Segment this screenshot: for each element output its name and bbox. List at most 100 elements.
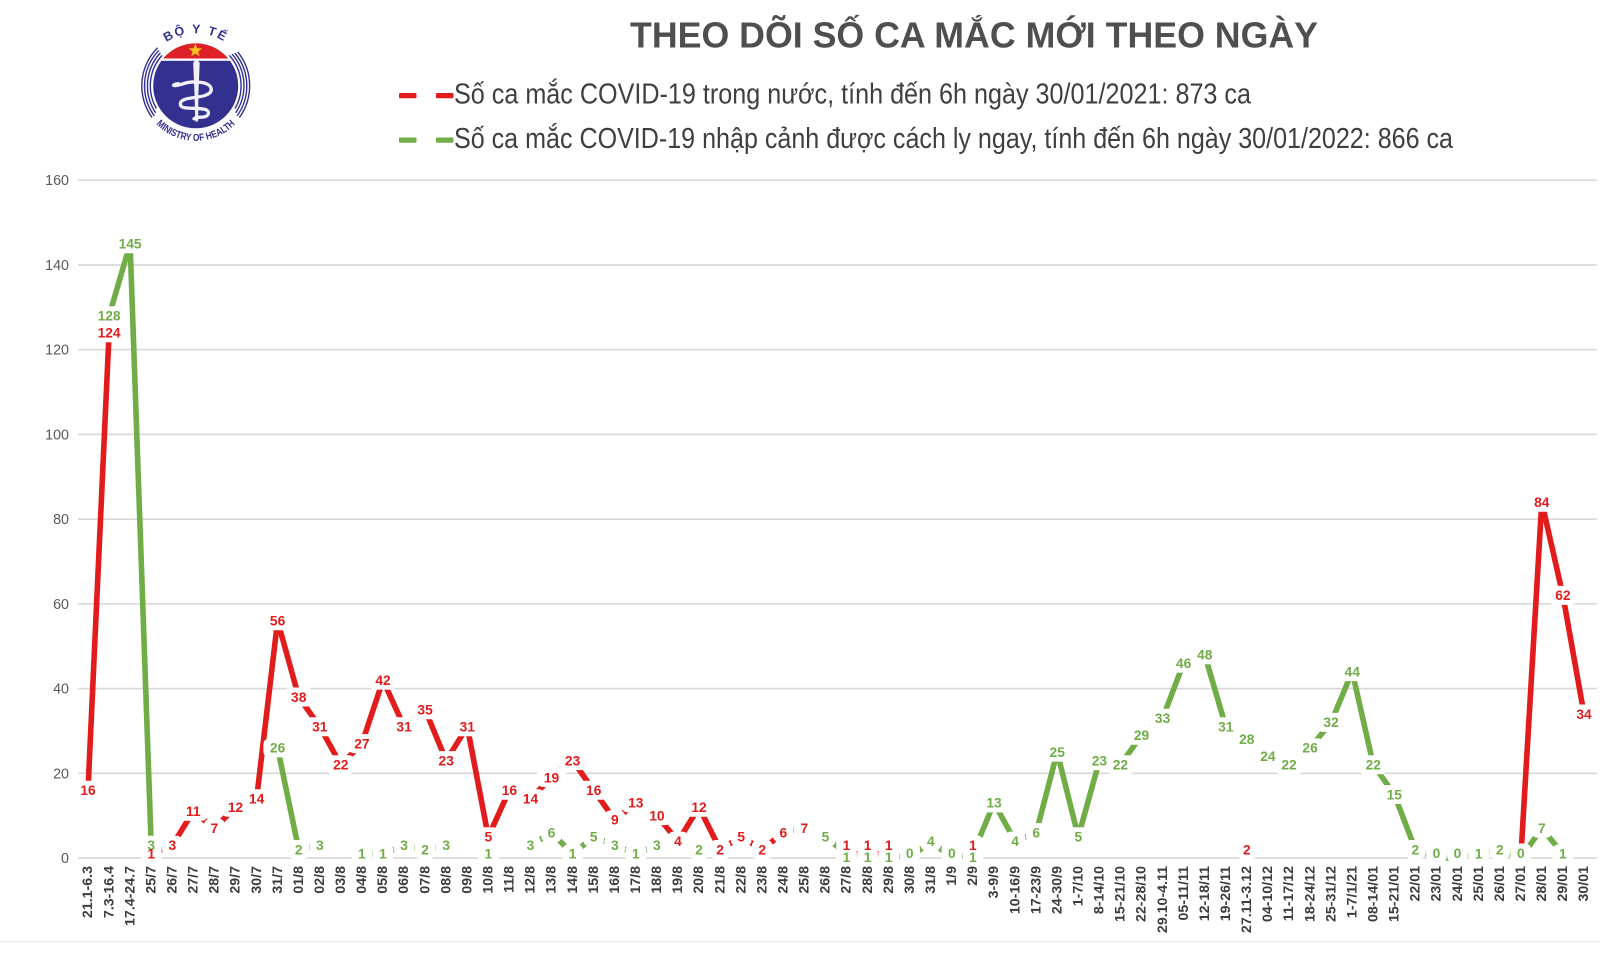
svg-text:1: 1	[864, 838, 872, 853]
svg-text:24: 24	[1260, 749, 1276, 764]
svg-text:40: 40	[53, 682, 69, 698]
svg-text:16: 16	[586, 783, 602, 798]
svg-text:1-7/10: 1-7/10	[1071, 866, 1087, 906]
svg-text:27/7: 27/7	[186, 866, 202, 894]
svg-text:20: 20	[53, 766, 69, 782]
svg-text:15/8: 15/8	[586, 866, 602, 894]
svg-text:5: 5	[737, 830, 745, 845]
svg-text:08-14/01: 08-14/01	[1366, 866, 1382, 922]
svg-text:14: 14	[249, 792, 265, 807]
svg-text:04-10/12: 04-10/12	[1260, 866, 1276, 922]
svg-text:21.1-6.3: 21.1-6.3	[80, 866, 96, 918]
svg-text:29.10-4.11: 29.10-4.11	[1155, 866, 1171, 933]
svg-text:23: 23	[1092, 753, 1108, 768]
svg-text:13/8: 13/8	[544, 866, 560, 894]
svg-text:11/8: 11/8	[502, 866, 518, 893]
svg-text:1: 1	[147, 847, 155, 862]
svg-text:44: 44	[1345, 664, 1361, 679]
svg-text:26/7: 26/7	[165, 866, 181, 894]
svg-text:23/01: 23/01	[1429, 866, 1445, 902]
svg-text:6: 6	[548, 825, 556, 840]
svg-text:124: 124	[98, 326, 121, 341]
svg-text:0: 0	[1454, 846, 1462, 861]
svg-text:05/8: 05/8	[375, 866, 391, 894]
svg-text:2/9: 2/9	[965, 866, 981, 886]
svg-text:11-17/12: 11-17/12	[1281, 866, 1297, 921]
svg-text:0: 0	[906, 846, 914, 861]
svg-text:14: 14	[523, 792, 539, 807]
svg-text:1/9: 1/9	[944, 866, 960, 886]
svg-text:31: 31	[396, 720, 412, 735]
svg-text:31/8: 31/8	[923, 866, 939, 894]
svg-text:1: 1	[1475, 847, 1483, 862]
svg-text:3: 3	[400, 838, 408, 853]
svg-text:32: 32	[1323, 715, 1339, 730]
svg-text:10: 10	[649, 808, 665, 823]
svg-text:5: 5	[822, 830, 830, 845]
svg-text:1: 1	[1559, 847, 1567, 862]
svg-text:27.11-3.12: 27.11-3.12	[1239, 866, 1255, 933]
svg-text:22: 22	[333, 758, 349, 773]
svg-text:0: 0	[948, 846, 956, 861]
svg-text:27/8: 27/8	[839, 866, 855, 894]
svg-text:84: 84	[1534, 495, 1550, 510]
svg-text:29/7: 29/7	[228, 866, 244, 894]
svg-text:120: 120	[45, 343, 69, 359]
svg-text:8-14/10: 8-14/10	[1092, 866, 1108, 914]
svg-text:3: 3	[442, 838, 450, 853]
svg-text:05-11/11: 05-11/11	[1176, 866, 1192, 921]
svg-text:48: 48	[1197, 648, 1213, 663]
svg-text:30/7: 30/7	[249, 866, 265, 894]
svg-text:6: 6	[779, 825, 787, 840]
svg-text:10-16/9: 10-16/9	[1007, 866, 1023, 914]
svg-text:3: 3	[147, 838, 155, 853]
svg-text:2: 2	[758, 842, 766, 857]
svg-text:25: 25	[1050, 745, 1066, 760]
svg-text:11: 11	[186, 804, 201, 819]
svg-text:08/8: 08/8	[438, 866, 454, 894]
svg-text:17-23/9: 17-23/9	[1028, 866, 1044, 914]
svg-text:12: 12	[228, 800, 244, 815]
svg-text:160: 160	[45, 173, 69, 189]
svg-text:31: 31	[312, 720, 328, 735]
svg-text:1: 1	[632, 847, 640, 862]
svg-text:10/8: 10/8	[481, 866, 497, 894]
svg-text:80: 80	[53, 512, 69, 528]
svg-text:2: 2	[421, 842, 429, 857]
svg-text:35: 35	[417, 703, 433, 718]
svg-text:16: 16	[502, 783, 518, 798]
svg-text:62: 62	[1555, 588, 1571, 603]
svg-text:4: 4	[1011, 834, 1019, 849]
svg-text:2: 2	[295, 842, 303, 857]
svg-text:22/8: 22/8	[733, 866, 749, 894]
svg-text:13: 13	[628, 796, 644, 811]
svg-text:02/8: 02/8	[312, 866, 328, 894]
svg-text:12: 12	[691, 800, 707, 815]
svg-text:03/8: 03/8	[333, 866, 349, 894]
svg-text:4: 4	[927, 834, 935, 849]
svg-text:25/7: 25/7	[143, 866, 159, 894]
svg-text:26/01: 26/01	[1492, 866, 1508, 902]
svg-text:26/8: 26/8	[818, 866, 834, 894]
svg-text:19: 19	[544, 770, 560, 785]
svg-text:30/01: 30/01	[1576, 866, 1592, 902]
svg-text:25/8: 25/8	[797, 866, 813, 894]
svg-text:06/8: 06/8	[396, 866, 412, 894]
svg-text:23: 23	[565, 753, 581, 768]
svg-text:0: 0	[61, 851, 69, 867]
svg-text:3-9/9: 3-9/9	[986, 866, 1002, 898]
svg-text:19-26/11: 19-26/11	[1218, 866, 1234, 921]
svg-text:31/7: 31/7	[270, 866, 286, 894]
svg-text:13: 13	[986, 796, 1002, 811]
svg-text:46: 46	[1176, 656, 1192, 671]
svg-text:2: 2	[1412, 842, 1420, 857]
svg-text:22: 22	[1113, 758, 1129, 773]
svg-text:1: 1	[969, 850, 977, 865]
svg-text:1: 1	[885, 850, 893, 865]
svg-text:27/01: 27/01	[1513, 866, 1529, 902]
svg-text:14/8: 14/8	[565, 866, 581, 894]
svg-text:12-18/11: 12-18/11	[1197, 866, 1213, 921]
svg-text:22: 22	[1366, 758, 1382, 773]
svg-text:22-28/10: 22-28/10	[1134, 866, 1150, 922]
svg-text:42: 42	[375, 673, 391, 688]
